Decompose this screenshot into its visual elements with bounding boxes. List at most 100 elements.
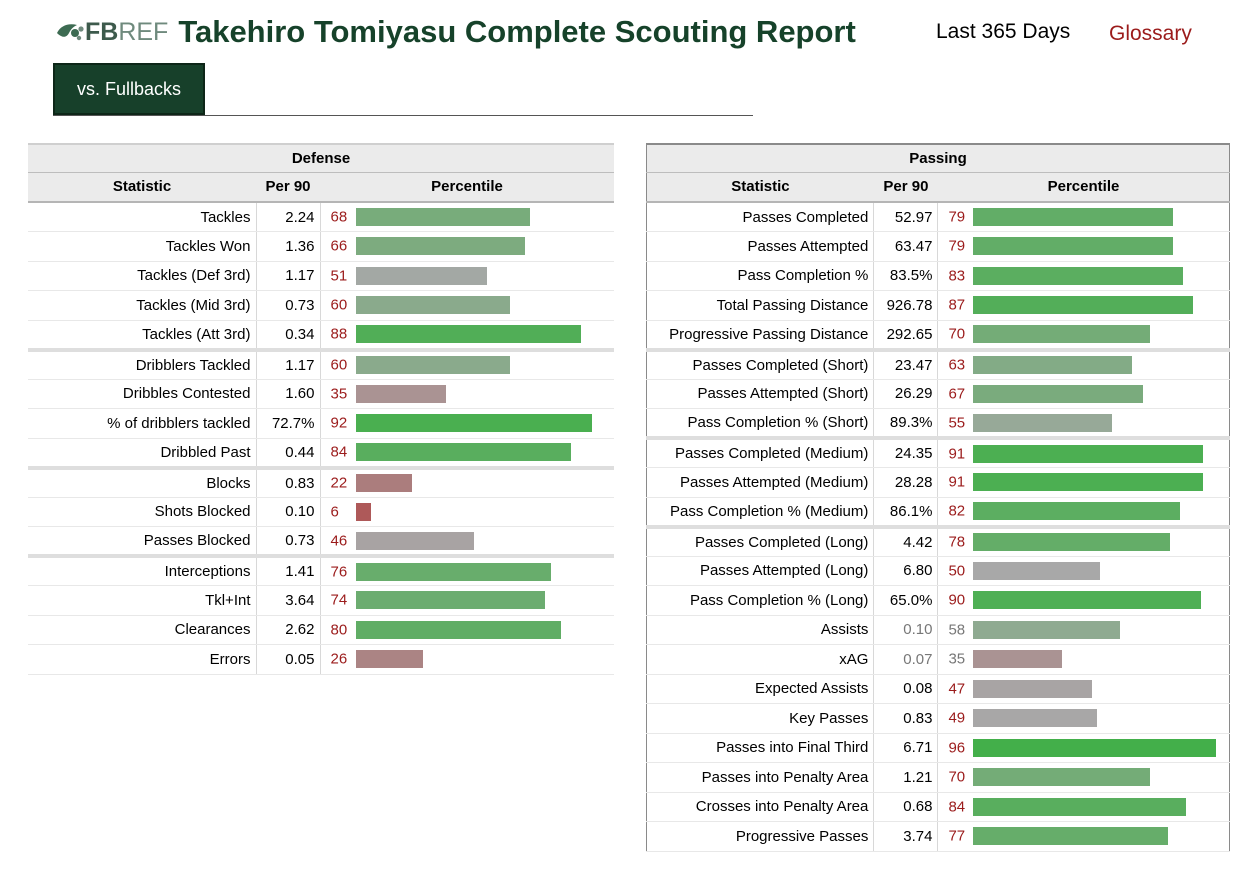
percentile-value: 58 — [948, 621, 966, 639]
percentile-cell: 82 — [937, 497, 1230, 527]
stat-name-cell[interactable]: Dribbles Contested — [28, 379, 257, 409]
table-row: Tackles 2.24 68 — [28, 202, 614, 232]
percentile-value: 84 — [948, 798, 966, 816]
page-title: Takehiro Tomiyasu Complete Scouting Repo… — [178, 14, 856, 49]
percentile-bar — [355, 237, 525, 256]
stat-name-cell[interactable]: Tackles (Def 3rd) — [28, 261, 257, 291]
stat-name-cell[interactable]: Passes into Penalty Area — [646, 762, 875, 793]
percentile-bar — [973, 591, 1202, 610]
fbref-logo[interactable]: FBREF — [55, 12, 168, 52]
stat-name-cell[interactable]: % of dribblers tackled — [28, 408, 257, 439]
table-row: Blocks 0.83 22 — [28, 465, 614, 498]
stat-name-cell[interactable]: Clearances — [28, 615, 257, 645]
stat-name-cell[interactable]: Passes Blocked — [28, 526, 257, 557]
glossary-link[interactable]: Glossary — [1109, 22, 1192, 45]
percentile-cell: 67 — [937, 379, 1230, 409]
percentile-cell: 87 — [937, 290, 1230, 321]
percentile-cell: 68 — [320, 202, 614, 232]
stat-name-cell[interactable]: Passes Attempted (Short) — [646, 379, 875, 409]
logo-fb-text: FB — [85, 17, 119, 46]
per90-cell: 292.65 — [873, 320, 939, 350]
table-row: Tackles (Att 3rd) 0.34 88 — [28, 320, 614, 350]
stat-name-cell[interactable]: Blocks — [28, 465, 257, 498]
percentile-cell: 60 — [320, 290, 614, 321]
stat-name-cell[interactable]: Progressive Passing Distance — [646, 320, 875, 350]
percentile-bar — [355, 650, 423, 669]
per90-cell: 6.80 — [873, 556, 939, 586]
table-row: Passes Completed (Medium) 24.35 91 — [646, 436, 1230, 468]
passing-table-body: Passes Completed 52.97 79 Passes Attempted 6… — [646, 202, 1230, 852]
stat-name-cell[interactable]: Pass Completion % (Short) — [646, 408, 875, 439]
table-row: Passes Attempted (Medium) 28.28 91 — [646, 467, 1230, 498]
stat-name-cell[interactable]: Passes Completed — [646, 202, 875, 232]
tab-vs-fullbacks[interactable]: vs. Fullbacks — [53, 63, 205, 115]
stat-name-cell[interactable]: Crosses into Penalty Area — [646, 792, 875, 822]
per90-cell: 0.73 — [256, 526, 321, 557]
stat-name-cell[interactable]: Passes into Final Third — [646, 733, 875, 763]
stat-name-cell[interactable]: Progressive Passes — [646, 821, 875, 852]
percentile-value: 90 — [948, 591, 966, 609]
per90-cell: 63.47 — [873, 231, 939, 262]
stat-name-cell[interactable]: Passes Attempted (Medium) — [646, 467, 875, 498]
table-row: Passes Attempted (Short) 26.29 67 — [646, 379, 1230, 409]
table-row: Passes Attempted 63.47 79 — [646, 231, 1230, 262]
percentile-value: 76 — [330, 563, 348, 580]
percentile-value: 22 — [330, 474, 348, 492]
percentile-bar — [355, 384, 446, 403]
stat-name-cell[interactable]: Tackles Won — [28, 231, 257, 262]
per90-cell: 1.17 — [256, 261, 321, 291]
stat-name-cell[interactable]: Passes Completed (Medium) — [646, 436, 875, 468]
percentile-cell: 58 — [937, 615, 1230, 645]
stat-name-cell[interactable]: Passes Attempted — [646, 231, 875, 262]
table-row: Clearances 2.62 80 — [28, 615, 614, 645]
stat-name-cell[interactable]: Tackles — [28, 202, 257, 232]
per90-cell: 24.35 — [873, 436, 939, 468]
stat-name-cell[interactable]: Passes Attempted (Long) — [646, 556, 875, 586]
stat-name-cell[interactable]: Tkl+Int — [28, 585, 257, 616]
table-row: Dribbles Contested 1.60 35 — [28, 379, 614, 409]
stat-name-cell[interactable]: Pass Completion % (Long) — [646, 585, 875, 616]
column-header-statistic: Statistic — [28, 171, 256, 203]
stat-name-cell[interactable]: Dribbled Past — [28, 438, 257, 468]
percentile-bar — [973, 502, 1181, 520]
defense-table-body: Tackles 2.24 68 Tackles Won 1.36 66 Tackles (D… — [28, 202, 614, 675]
defense-table: Defense Statistic Per 90 Percentile Tack… — [28, 143, 614, 675]
stat-name-cell[interactable]: Key Passes — [646, 703, 875, 734]
stat-name-cell[interactable]: Total Passing Distance — [646, 290, 875, 321]
percentile-value: 67 — [948, 385, 966, 403]
per90-cell: 926.78 — [873, 290, 939, 321]
stat-name-cell[interactable]: xAG — [646, 644, 875, 675]
table-row: Passes Attempted (Long) 6.80 50 — [646, 556, 1230, 586]
percentile-cell: 90 — [937, 585, 1230, 616]
stat-name-cell[interactable]: Interceptions — [28, 554, 257, 586]
stat-name-cell[interactable]: Assists — [646, 615, 875, 645]
per90-cell: 0.34 — [256, 320, 321, 350]
table-row: Errors 0.05 26 — [28, 644, 614, 675]
stat-name-cell[interactable]: Dribblers Tackled — [28, 347, 257, 380]
stat-name-cell[interactable]: Pass Completion % (Medium) — [646, 497, 875, 527]
stat-name-cell[interactable]: Expected Assists — [646, 674, 875, 704]
table-row: Tackles (Mid 3rd) 0.73 60 — [28, 290, 614, 321]
percentile-bar — [973, 413, 1113, 432]
stat-name-cell[interactable]: Tackles (Att 3rd) — [28, 320, 257, 350]
stat-name-cell[interactable]: Tackles (Mid 3rd) — [28, 290, 257, 321]
stat-name-cell[interactable]: Pass Completion % — [646, 261, 875, 291]
percentile-bar — [355, 591, 545, 610]
per90-cell: 0.73 — [256, 290, 321, 321]
per90-cell: 6.71 — [873, 733, 939, 763]
percentile-bar — [355, 414, 592, 433]
per90-cell: 2.24 — [256, 202, 321, 232]
per90-cell: 3.74 — [873, 821, 939, 852]
stat-name-cell[interactable]: Shots Blocked — [28, 497, 257, 527]
stat-name-cell[interactable]: Passes Completed (Short) — [646, 347, 875, 380]
percentile-value: 63 — [948, 356, 966, 374]
column-header-per90: Per 90 — [256, 171, 320, 203]
per90-cell: 26.29 — [873, 379, 939, 409]
stat-name-cell[interactable]: Passes Completed (Long) — [646, 524, 875, 557]
stat-name-cell[interactable]: Errors — [28, 644, 257, 675]
per90-cell: 1.17 — [256, 347, 321, 380]
table-row: Passes Completed (Long) 4.42 78 — [646, 524, 1230, 557]
percentile-cell: 91 — [937, 436, 1230, 468]
table-row: Progressive Passes 3.74 77 — [646, 821, 1230, 852]
percentile-value: 50 — [948, 562, 966, 580]
